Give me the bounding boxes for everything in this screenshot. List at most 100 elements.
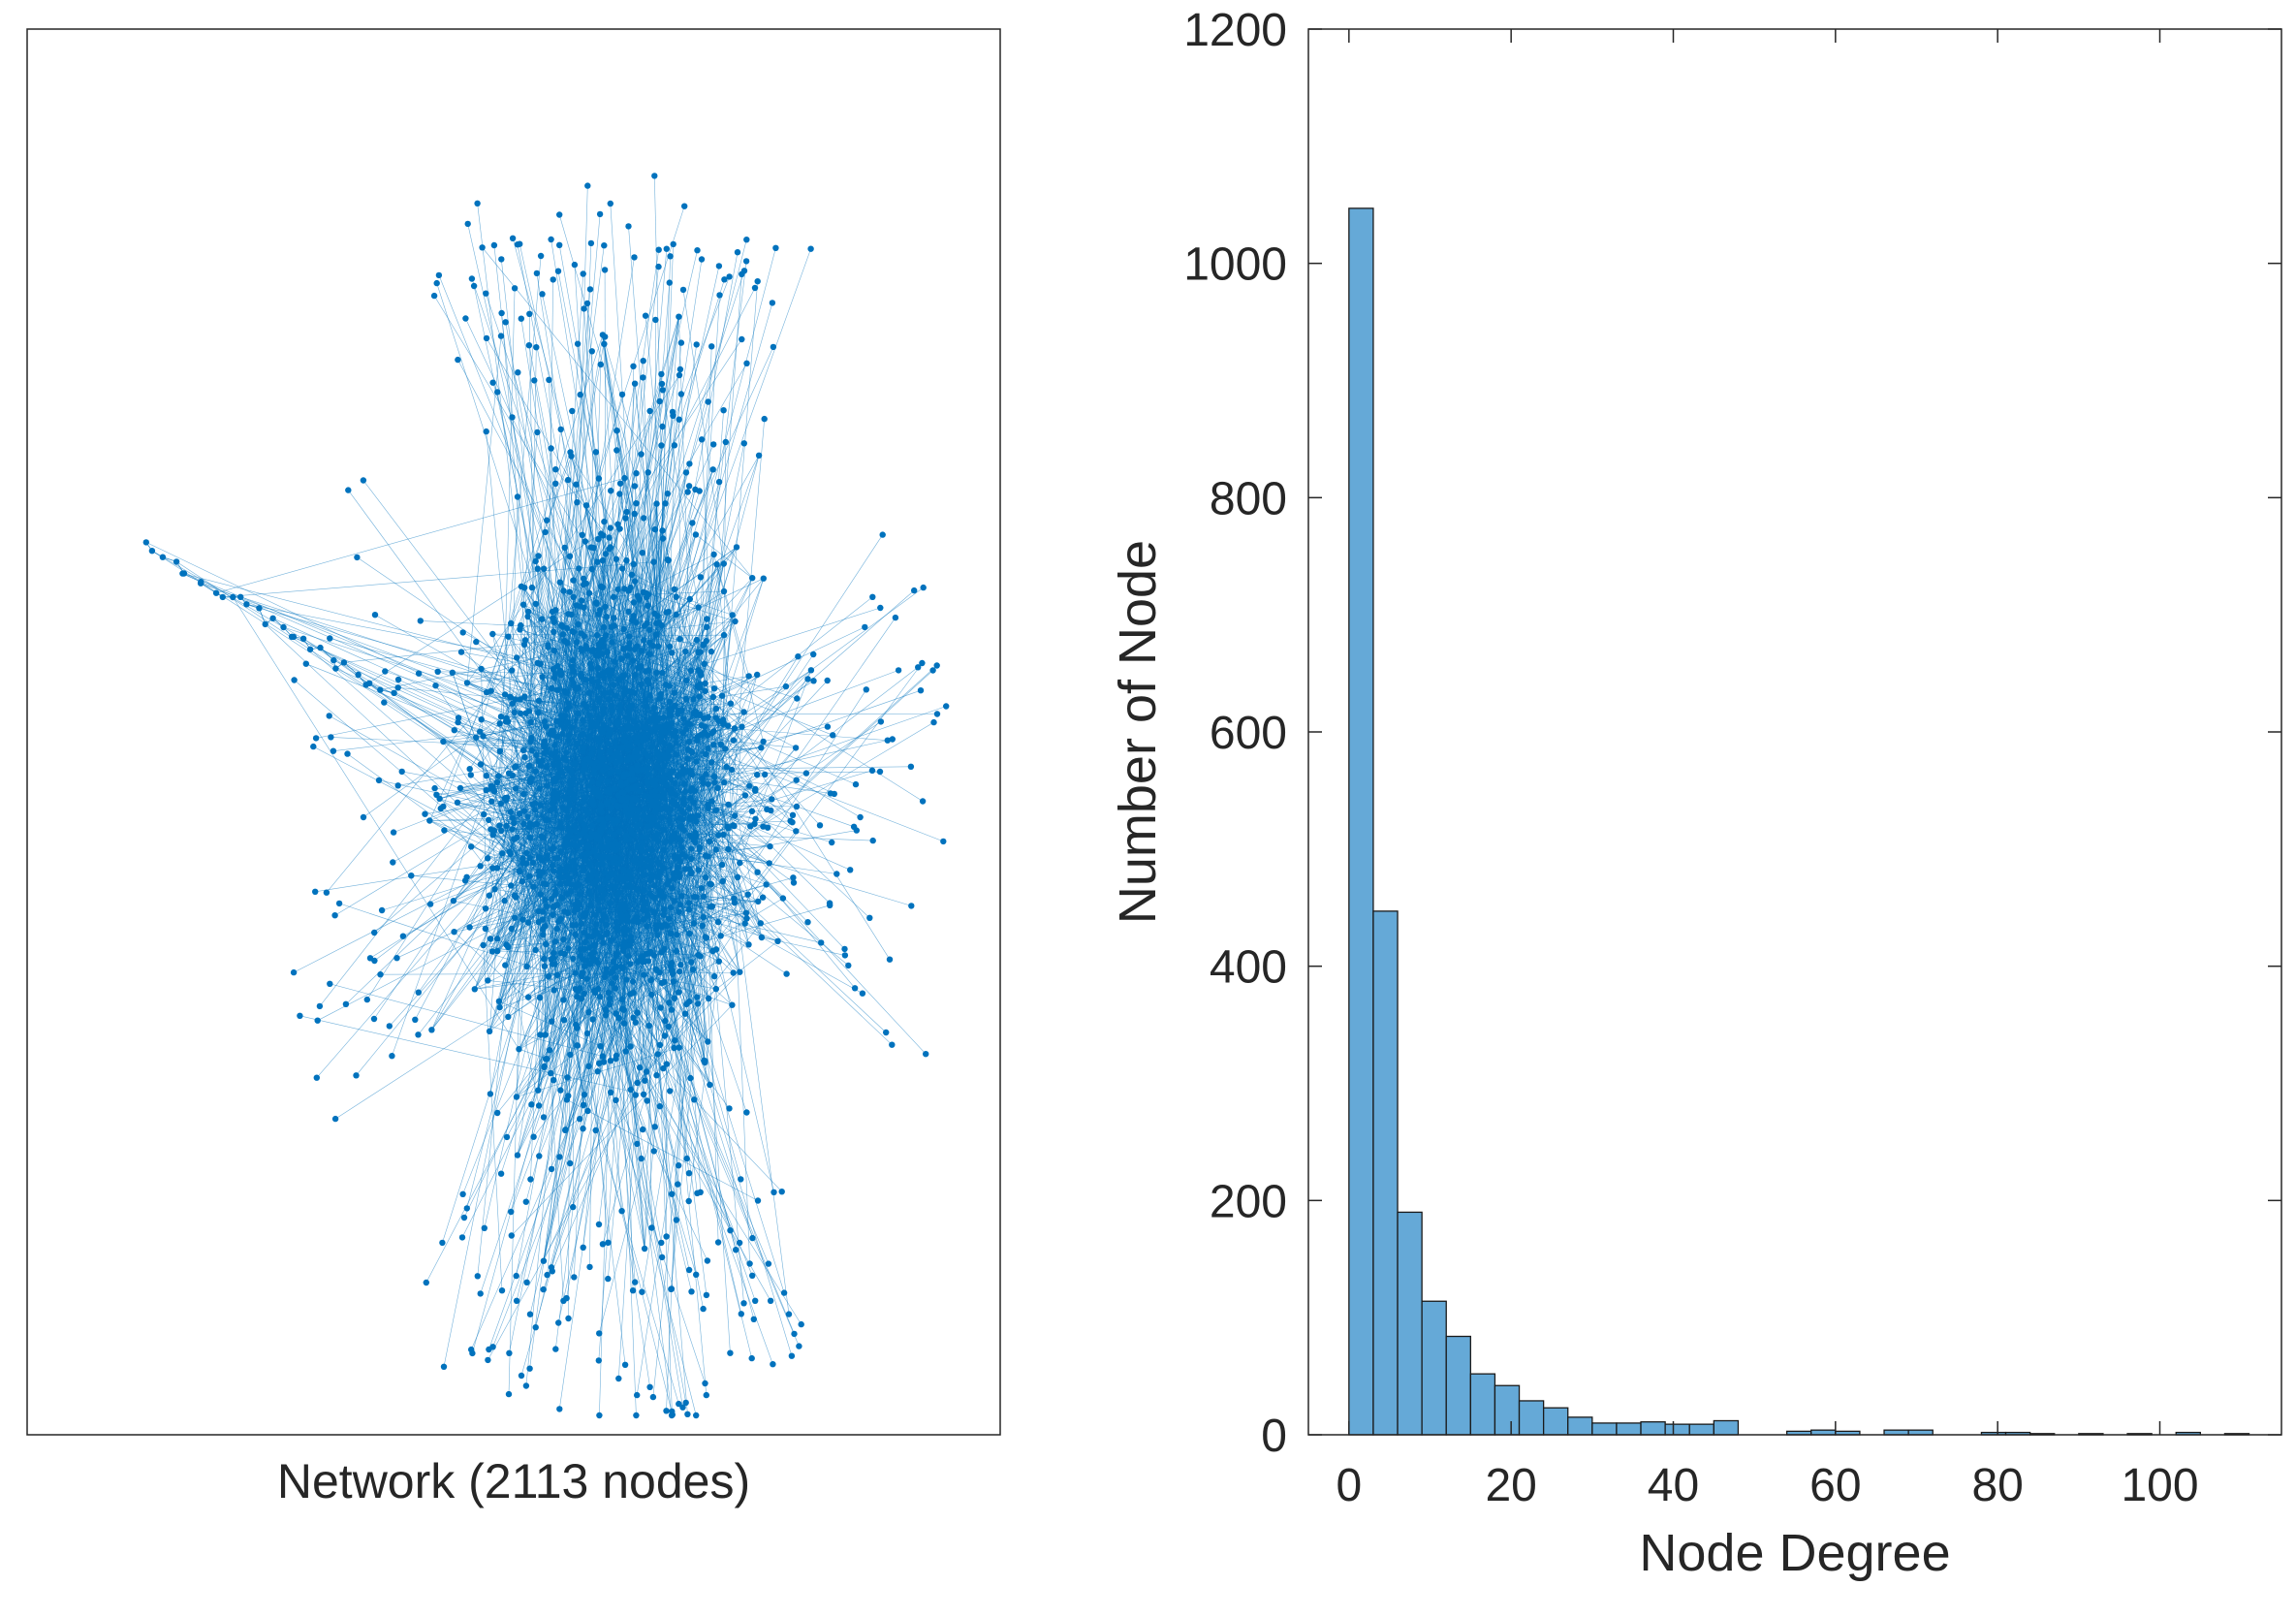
- network-edge: [512, 775, 674, 1415]
- network-edge: [486, 431, 527, 864]
- network-node: [662, 839, 669, 846]
- network-edge: [512, 238, 681, 862]
- network-node: [631, 646, 638, 652]
- network-node: [634, 723, 641, 730]
- network-node: [498, 827, 505, 835]
- network-node: [556, 873, 563, 880]
- network-node: [586, 860, 593, 868]
- network-node: [582, 794, 588, 801]
- network-node: [754, 671, 761, 679]
- network-node: [602, 603, 609, 611]
- network-node: [576, 891, 583, 898]
- network-node: [565, 813, 572, 821]
- network-node: [708, 729, 716, 737]
- network-node: [641, 749, 648, 756]
- network-node: [532, 557, 539, 565]
- network-node: [616, 702, 624, 709]
- network-node: [634, 739, 641, 746]
- network-node: [521, 693, 528, 700]
- network-edge: [246, 604, 670, 686]
- network-node: [741, 792, 749, 799]
- network-node: [550, 949, 557, 957]
- network-node: [541, 749, 549, 756]
- network-node: [542, 923, 549, 930]
- network-node: [556, 866, 564, 872]
- network-node: [511, 709, 518, 715]
- network-node: [686, 930, 693, 937]
- network-edge: [642, 925, 704, 1292]
- network-node: [560, 587, 567, 594]
- network-node: [569, 656, 577, 664]
- network-node: [588, 933, 596, 940]
- network-node: [695, 649, 702, 655]
- network-node: [593, 921, 600, 928]
- network-node: [688, 845, 695, 852]
- network-node: [562, 1126, 569, 1133]
- network-edge: [392, 582, 561, 1057]
- network-node: [651, 809, 659, 815]
- network-node: [554, 686, 561, 693]
- network-node: [613, 892, 621, 899]
- network-edge: [487, 858, 540, 1106]
- network-node: [553, 717, 560, 725]
- network-node: [609, 872, 615, 878]
- network-node: [505, 1013, 512, 1021]
- network-edge: [554, 941, 708, 1261]
- network-edge: [516, 723, 617, 1277]
- network-node: [551, 742, 558, 748]
- network-edge: [265, 623, 545, 884]
- network-node: [565, 945, 572, 952]
- network-node: [707, 1081, 713, 1089]
- network-node: [617, 905, 625, 912]
- network-node: [774, 937, 781, 944]
- network-node: [611, 682, 617, 688]
- network-node: [528, 775, 535, 781]
- network-edge: [175, 561, 598, 839]
- network-node: [663, 781, 671, 788]
- network-node: [593, 931, 601, 937]
- network-edge: [591, 351, 595, 764]
- network-node: [561, 637, 568, 645]
- network-edge: [393, 692, 567, 800]
- network-node: [601, 689, 609, 696]
- network-node: [654, 859, 661, 866]
- network-node: [660, 864, 667, 871]
- network-node: [613, 1055, 619, 1063]
- network-node: [641, 1245, 648, 1253]
- network-node: [644, 703, 650, 710]
- network-node: [532, 946, 539, 954]
- network-node: [620, 1020, 628, 1027]
- network-node: [542, 723, 550, 730]
- network-node: [711, 779, 718, 786]
- network-node: [583, 876, 591, 883]
- network-node: [596, 993, 604, 1000]
- network-edge: [657, 876, 741, 1180]
- network-node: [624, 652, 631, 659]
- network-node: [621, 690, 628, 698]
- network-node: [714, 918, 722, 926]
- network-edge: [700, 651, 719, 1243]
- network-node: [698, 885, 705, 892]
- network-node: [558, 621, 565, 628]
- network-node: [660, 775, 668, 782]
- network-node: [620, 774, 627, 780]
- network-node: [727, 700, 735, 707]
- network-node: [557, 949, 565, 957]
- network-node: [693, 758, 700, 765]
- network-node: [537, 802, 544, 809]
- network-node: [705, 1038, 711, 1045]
- network-edge: [483, 944, 503, 1291]
- network-node: [641, 637, 647, 644]
- network-node: [661, 906, 668, 913]
- network-edge: [598, 848, 642, 1225]
- network-edge: [686, 689, 922, 773]
- network-node: [478, 716, 485, 723]
- network-node: [730, 969, 737, 976]
- network-edge: [540, 805, 569, 830]
- network-edge: [552, 618, 696, 791]
- network-node: [703, 750, 709, 758]
- network-edge: [216, 477, 625, 593]
- network-node: [677, 962, 684, 968]
- network-node: [645, 911, 651, 919]
- network-node: [624, 725, 631, 732]
